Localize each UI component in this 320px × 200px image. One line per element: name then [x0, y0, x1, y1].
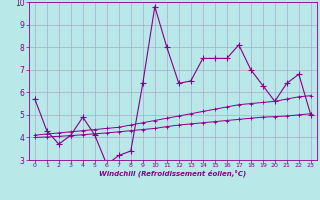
X-axis label: Windchill (Refroidissement éolien,°C): Windchill (Refroidissement éolien,°C)	[99, 170, 246, 177]
